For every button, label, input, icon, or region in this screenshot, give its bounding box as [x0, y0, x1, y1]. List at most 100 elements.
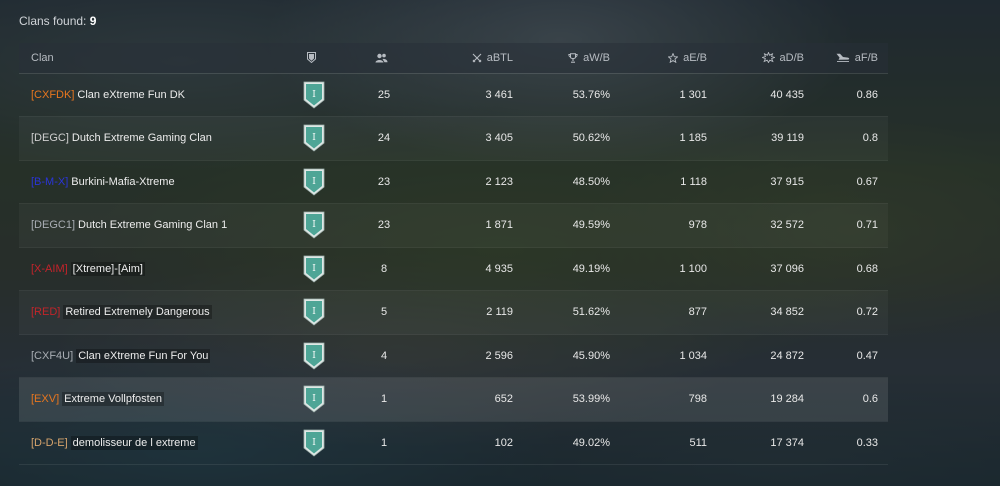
table-row[interactable]: [X-AIM] [Xtreme]-[Aim] I 8 4 935 49.19% 1 100 3… [19, 247, 888, 291]
league-label: I [312, 220, 316, 230]
members-cell: 23 [377, 219, 391, 232]
table-row[interactable]: [DEGC1] Dutch Extreme Gaming Clan 1 I 23 1 8… [19, 204, 888, 248]
plane-icon [836, 54, 849, 63]
clan-name: [Xtreme]-[Aim] [70, 261, 145, 276]
league-label: I [312, 351, 316, 361]
clan-tag: [EXV] [31, 393, 60, 406]
battles-cell: 2 123 [485, 175, 513, 188]
column-header-league[interactable] [284, 43, 344, 74]
winrate-cell: 45.90% [572, 349, 610, 362]
star-icon [668, 52, 679, 63]
frags-cell: 0.72 [856, 306, 878, 319]
clan-cell[interactable]: [EXV] Extreme Vollpfosten [19, 378, 284, 422]
league-label: I [312, 394, 316, 404]
crossed-swords-icon [472, 53, 482, 63]
clan-tag: [X-AIM] [31, 262, 68, 275]
column-header-members[interactable] [344, 43, 424, 74]
league-cell: I [284, 73, 344, 117]
damage-cell: 24 872 [770, 349, 804, 362]
battles-cell: 102 [494, 436, 513, 449]
column-header-frags[interactable]: aF/B [814, 43, 888, 74]
damage-cell: 37 915 [770, 175, 804, 188]
league-cell: I [284, 247, 344, 291]
league-shield-icon: I [303, 298, 325, 326]
damage-cell: 32 572 [770, 219, 804, 232]
battles-cell: 652 [494, 393, 513, 406]
clan-cell[interactable]: [CXFDK] Clan eXtreme Fun DK [19, 73, 284, 117]
clan-cell[interactable]: [CXF4U] Clan eXtreme Fun For You [19, 334, 284, 378]
column-header-clan-label: Clan [31, 51, 54, 64]
damage-cell: 19 284 [770, 393, 804, 406]
column-header-frags-label: aF/B [854, 51, 878, 64]
members-cell: 1 [380, 393, 388, 406]
league-label: I [312, 438, 316, 448]
clan-name: demolisseur de l extreme [70, 435, 198, 450]
battles-cell: 3 405 [485, 132, 513, 145]
battles-cell: 4 935 [485, 262, 513, 275]
clan-cell[interactable]: [DEGC1] Dutch Extreme Gaming Clan 1 [19, 204, 284, 248]
column-header-damage[interactable]: aD/B [717, 43, 814, 74]
clan-name: Dutch Extreme Gaming Clan 1 [78, 219, 228, 232]
league-cell: I [284, 334, 344, 378]
table-row[interactable]: [CXFDK] Clan eXtreme Fun DK I 25 3 461 53.76%… [19, 73, 888, 117]
league-cell: I [284, 378, 344, 422]
trophy-icon [568, 53, 578, 63]
frags-cell: 0.67 [856, 175, 878, 188]
league-cell: I [284, 160, 344, 204]
table-row[interactable]: [DEGC] Dutch Extreme Gaming Clan I 24 3 405 5… [19, 117, 888, 161]
members-cell: 23 [377, 175, 391, 188]
column-header-exp[interactable]: aE/B [620, 43, 717, 74]
table-row[interactable]: [B-M-X] Burkini-Mafia-Xtreme I 23 2 123 48.50… [19, 160, 888, 204]
table-row[interactable]: [RED] Retired Extremely Dangerous I 5 2 119 5… [19, 291, 888, 335]
battles-cell: 2 596 [485, 349, 513, 362]
frags-cell: 0.71 [856, 219, 878, 232]
league-shield-icon: I [303, 81, 325, 109]
table-row[interactable]: [CXF4U] Clan eXtreme Fun For You I 4 2 596 45… [19, 334, 888, 378]
exp-cell: 1 118 [680, 175, 707, 188]
winrate-cell: 53.99% [572, 393, 610, 406]
frags-cell: 0.6 [862, 393, 878, 406]
clan-name: Clan eXtreme Fun For You [76, 348, 211, 363]
battles-cell: 1 871 [485, 219, 513, 232]
clan-cell[interactable]: [DEGC] Dutch Extreme Gaming Clan [19, 117, 284, 161]
clan-cell[interactable]: [X-AIM] [Xtreme]-[Aim] [19, 247, 284, 291]
damage-cell: 40 435 [770, 88, 804, 101]
winrate-cell: 51.62% [572, 306, 610, 319]
clan-name: Dutch Extreme Gaming Clan [71, 132, 212, 145]
members-cell: 4 [380, 349, 388, 362]
winrate-cell: 49.19% [572, 262, 610, 275]
frags-cell: 0.47 [856, 349, 878, 362]
table-row[interactable]: [D-D-E] demolisseur de l extreme I 1 102 49.0… [19, 421, 888, 465]
clan-name: Burkini-Mafia-Xtreme [71, 175, 175, 188]
winrate-cell: 53.76% [572, 88, 610, 101]
members-cell: 24 [377, 132, 391, 145]
members-cell: 5 [380, 306, 388, 319]
table-row[interactable]: [EXV] Extreme Vollpfosten I 1 652 53.99% 798 19… [19, 377, 888, 422]
clans-table: Clan [19, 43, 888, 465]
clan-cell[interactable]: [D-D-E] demolisseur de l extreme [19, 421, 284, 465]
exp-cell: 877 [688, 306, 707, 319]
league-label: I [312, 307, 316, 317]
exp-cell: 798 [688, 393, 707, 406]
league-cell: I [284, 117, 344, 161]
clan-cell[interactable]: [RED] Retired Extremely Dangerous [19, 291, 284, 335]
clans-found-count: 9 [89, 14, 97, 28]
clan-tag: [DEGC] [31, 132, 69, 145]
winrate-cell: 49.02% [572, 436, 610, 449]
explosion-icon [761, 52, 775, 64]
table-header-row: Clan [19, 43, 888, 74]
winrate-cell: 49.59% [572, 219, 610, 232]
clan-tag: [CXFDK] [31, 88, 75, 101]
shield-icon [307, 52, 316, 64]
members-icon [375, 53, 388, 63]
winrate-cell: 50.62% [572, 132, 610, 145]
column-header-battles[interactable]: aBTL [424, 43, 523, 74]
clan-cell[interactable]: [B-M-X] Burkini-Mafia-Xtreme [19, 160, 284, 204]
league-shield-icon: I [303, 385, 325, 413]
damage-cell: 34 852 [770, 306, 804, 319]
column-header-damage-label: aD/B [779, 51, 804, 64]
column-header-winrate[interactable]: aW/B [523, 43, 620, 74]
exp-cell: 1 034 [679, 349, 707, 362]
column-header-clan[interactable]: Clan [19, 43, 284, 74]
clan-name: Extreme Vollpfosten [62, 392, 164, 407]
